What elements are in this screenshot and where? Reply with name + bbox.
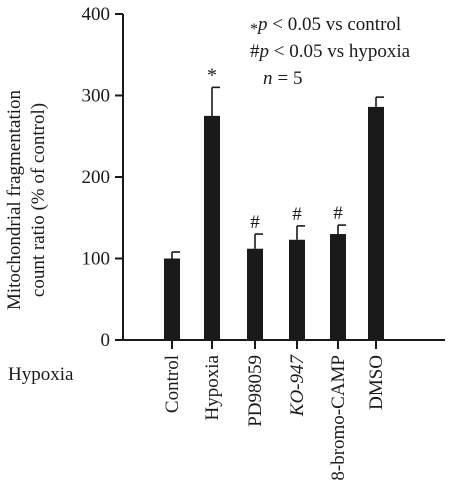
bar-8-bromo-camp — [330, 234, 346, 340]
y-tick-label: 200 — [82, 167, 111, 188]
y-axis-label-line1: Mitochondrial fragmentation — [4, 89, 25, 310]
significance-hash: # — [292, 204, 302, 225]
bar-pd98059 — [247, 248, 263, 340]
annotation-hypoxia: #p < 0.05 vs hypoxia — [250, 41, 411, 62]
y-tick-label: 400 — [82, 4, 111, 25]
annotation-box: *p < 0.05 vs control #p < 0.05 vs hypoxi… — [250, 14, 411, 89]
bar-dmso — [368, 106, 384, 340]
labels: Control Hypoxia PD98059 KO-947 8-bromo-CAMP D… — [162, 354, 387, 481]
bar-ko-947 — [289, 239, 305, 340]
y-axis-label-line2: count ratio (% of control) — [28, 103, 49, 297]
x-tick-label: KO-947 — [287, 354, 308, 418]
x-tick-label: PD98059 — [245, 355, 266, 427]
bar-control — [164, 258, 180, 340]
hash-symbol: # — [250, 41, 260, 62]
y-tick-label: 100 — [82, 249, 111, 270]
x-tick-label: 8-bromo-CAMP — [328, 355, 349, 481]
x-tick-label: Control — [162, 355, 183, 413]
significance-asterisk: * — [207, 64, 217, 86]
significance-hash: # — [333, 203, 343, 224]
y-tick-label: 0 — [101, 330, 111, 351]
annotation-control: *p < 0.05 vs control — [250, 14, 401, 38]
x-tick-label: Hypoxia — [202, 354, 223, 420]
bar-hypoxia — [204, 115, 220, 340]
annotation-hypoxia-text: < 0.05 vs hypoxia — [269, 41, 411, 62]
annotation-control-text: < 0.05 vs control — [268, 14, 402, 35]
asterisk-symbol: * — [250, 21, 258, 38]
x-axis-label: Hypoxia — [8, 364, 74, 385]
annotation-n: n = 5 — [263, 68, 302, 89]
y-tick-label: 300 — [82, 86, 111, 107]
significance-hash: # — [250, 212, 260, 233]
x-tick-label: DMSO — [366, 355, 387, 410]
bars: * # # # — [164, 64, 384, 340]
axes: 0 100 200 300 400 — [82, 4, 445, 351]
